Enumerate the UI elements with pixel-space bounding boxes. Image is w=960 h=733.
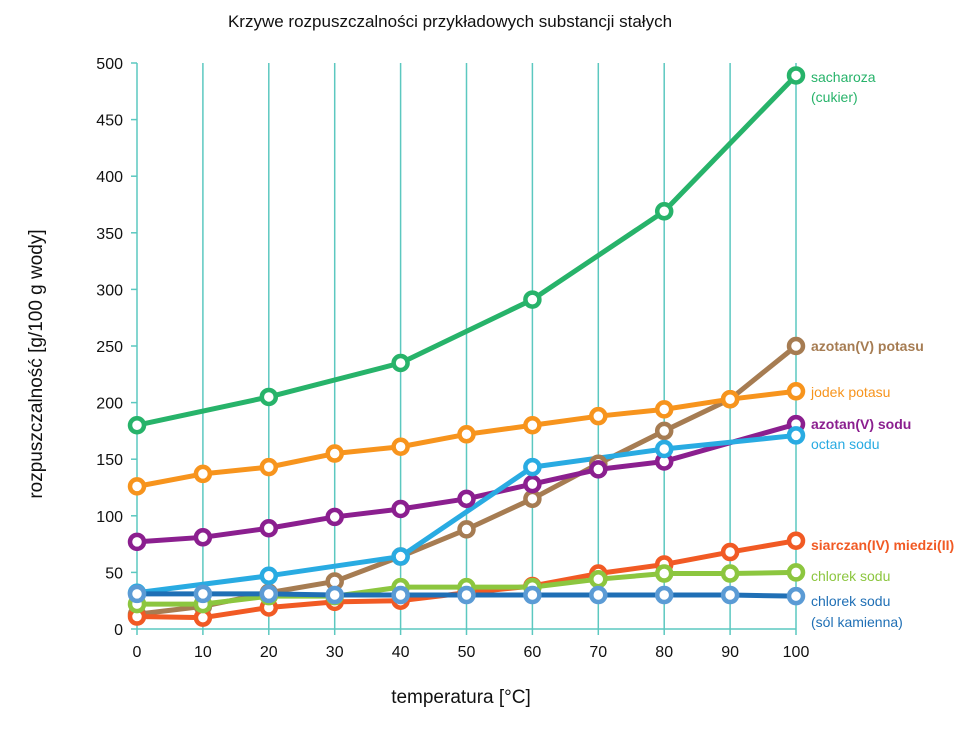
y-tick-label: 50	[105, 565, 123, 582]
data-point	[786, 336, 806, 356]
data-point	[654, 400, 674, 419]
data-point	[391, 437, 410, 456]
y-tick-label: 100	[96, 509, 123, 526]
series-label: sacharoza	[811, 69, 876, 85]
data-point	[786, 563, 806, 582]
y-tick-label: 400	[96, 169, 123, 186]
series-label: jodek potasu	[810, 384, 890, 400]
series-line	[136, 421, 797, 545]
data-point	[654, 439, 674, 459]
x-tick-label: 0	[133, 644, 142, 661]
series-line	[136, 432, 797, 596]
series-label: siarczan(IV) miedzi(II)	[811, 537, 954, 553]
series-label: chlorek sodu	[811, 568, 890, 584]
data-point	[127, 477, 147, 496]
series-label: azotan(V) sodu	[811, 416, 911, 432]
series-label: (cukier)	[811, 89, 858, 105]
data-point	[127, 415, 147, 435]
x-tick-label: 80	[655, 644, 673, 661]
series-label: azotan(V) potasu	[811, 338, 924, 354]
y-tick-label: 250	[96, 339, 123, 356]
x-axis-label: temperatura [°C]	[391, 687, 531, 708]
y-tick-label: 350	[96, 226, 123, 243]
x-tick-label: 50	[458, 644, 476, 661]
y-tick-label: 500	[96, 56, 123, 73]
data-point	[259, 566, 279, 586]
data-point	[786, 426, 806, 445]
data-point	[523, 290, 542, 309]
data-point	[589, 585, 608, 605]
data-point	[786, 531, 806, 550]
data-point	[523, 457, 542, 477]
data-point	[523, 415, 542, 435]
data-point	[259, 387, 279, 407]
series-label: (sól kamienna)	[811, 614, 903, 630]
data-point	[786, 382, 806, 401]
data-point	[786, 586, 806, 606]
data-point	[325, 444, 344, 463]
data-point	[654, 585, 674, 605]
y-tick-label: 200	[96, 396, 123, 413]
data-point	[193, 584, 213, 604]
series-label: octan sodu	[811, 436, 880, 452]
data-point	[457, 425, 476, 444]
data-point	[589, 460, 608, 479]
chart-title: Krzywe rozpuszczalności przykładowych su…	[228, 12, 672, 31]
data-point	[325, 507, 344, 527]
data-point	[786, 66, 806, 85]
data-point	[391, 547, 410, 566]
x-tick-label: 60	[524, 644, 542, 661]
y-tick-label: 150	[96, 452, 123, 469]
data-point	[127, 584, 147, 604]
data-point	[457, 520, 476, 539]
data-point	[259, 519, 279, 538]
data-point	[391, 585, 410, 605]
data-point	[654, 564, 674, 583]
y-tick-label: 0	[114, 622, 123, 639]
y-axis-label: rozpuszczalność [g/100 g wody]	[26, 229, 47, 498]
data-point	[259, 584, 279, 604]
data-point	[589, 406, 608, 426]
data-point	[720, 542, 740, 562]
x-tick-label: 70	[589, 644, 607, 661]
x-tick-label: 20	[260, 644, 278, 661]
y-tick-label: 300	[96, 282, 123, 299]
x-tick-label: 90	[721, 644, 739, 661]
data-point	[589, 569, 608, 589]
series-label: chlorek sodu	[811, 593, 890, 609]
data-point	[523, 474, 542, 494]
data-point	[720, 389, 740, 409]
data-point	[523, 489, 542, 509]
data-point	[193, 464, 213, 484]
data-point	[325, 585, 344, 605]
data-point	[654, 202, 674, 221]
x-tick-label: 30	[326, 644, 344, 661]
data-point	[720, 564, 740, 583]
data-point	[720, 585, 740, 605]
data-point	[391, 499, 410, 519]
data-point	[391, 353, 410, 373]
data-point	[523, 585, 542, 605]
data-point	[457, 585, 476, 605]
data-point	[654, 421, 674, 441]
x-tick-label: 10	[194, 644, 212, 661]
data-point	[127, 532, 147, 552]
x-tick-label: 40	[392, 644, 410, 661]
data-point	[193, 528, 213, 547]
series-line	[136, 73, 798, 428]
data-point	[457, 489, 476, 509]
y-tick-label: 450	[96, 113, 123, 130]
x-tick-label: 100	[783, 644, 810, 661]
data-point	[259, 457, 279, 477]
